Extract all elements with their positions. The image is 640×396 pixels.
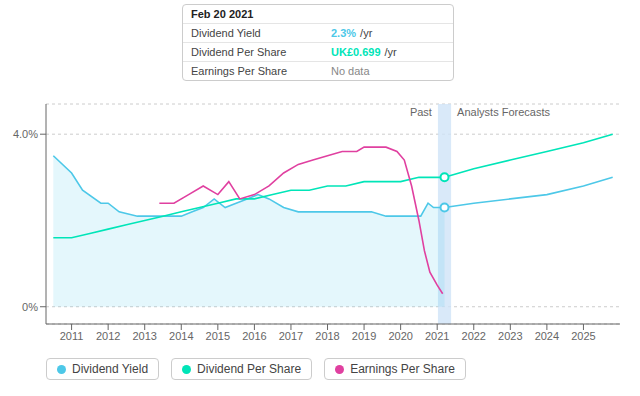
html-text:Dividend Yield: Dividend Yield <box>191 27 261 39</box>
svg-text:2017: 2017 <box>279 330 303 342</box>
svg-text:2018: 2018 <box>315 330 339 342</box>
svg-text:2013: 2013 <box>132 330 156 342</box>
svg-text:2024: 2024 <box>535 330 559 342</box>
svg-text:2015: 2015 <box>206 330 230 342</box>
html-text:Dividend Per Share: Dividend Per Share <box>197 362 302 376</box>
svg-text:0%: 0% <box>22 301 38 313</box>
html-text:Dividend Yield: Dividend Yield <box>72 362 149 376</box>
html-text:UK£0.699 /yr: UK£0.699 /yr <box>331 46 397 58</box>
html-text:2.3% /yr: 2.3% /yr <box>331 27 373 39</box>
svg-text:Past: Past <box>410 106 432 118</box>
html-text:Earnings Per Share: Earnings Per Share <box>350 362 455 376</box>
svg-text:2020: 2020 <box>388 330 412 342</box>
svg-text:2019: 2019 <box>352 330 376 342</box>
html-text:Dividend Per Share: Dividend Per Share <box>191 46 287 58</box>
svg-text:2016: 2016 <box>242 330 266 342</box>
svg-text:2022: 2022 <box>462 330 486 342</box>
html-text:Feb 20 2021: Feb 20 2021 <box>191 8 254 20</box>
html-text:Earnings Per Share: Earnings Per Share <box>191 65 287 77</box>
svg-text:Analysts Forecasts: Analysts Forecasts <box>457 106 550 118</box>
svg-text:4.0%: 4.0% <box>13 128 38 140</box>
html-text:No data: No data <box>331 65 370 77</box>
svg-text:2025: 2025 <box>571 330 595 342</box>
svg-text:2011: 2011 <box>60 330 84 342</box>
svg-text:2014: 2014 <box>169 330 193 342</box>
svg-text:2012: 2012 <box>96 330 120 342</box>
svg-text:2021: 2021 <box>425 330 449 342</box>
svg-text:2023: 2023 <box>498 330 522 342</box>
